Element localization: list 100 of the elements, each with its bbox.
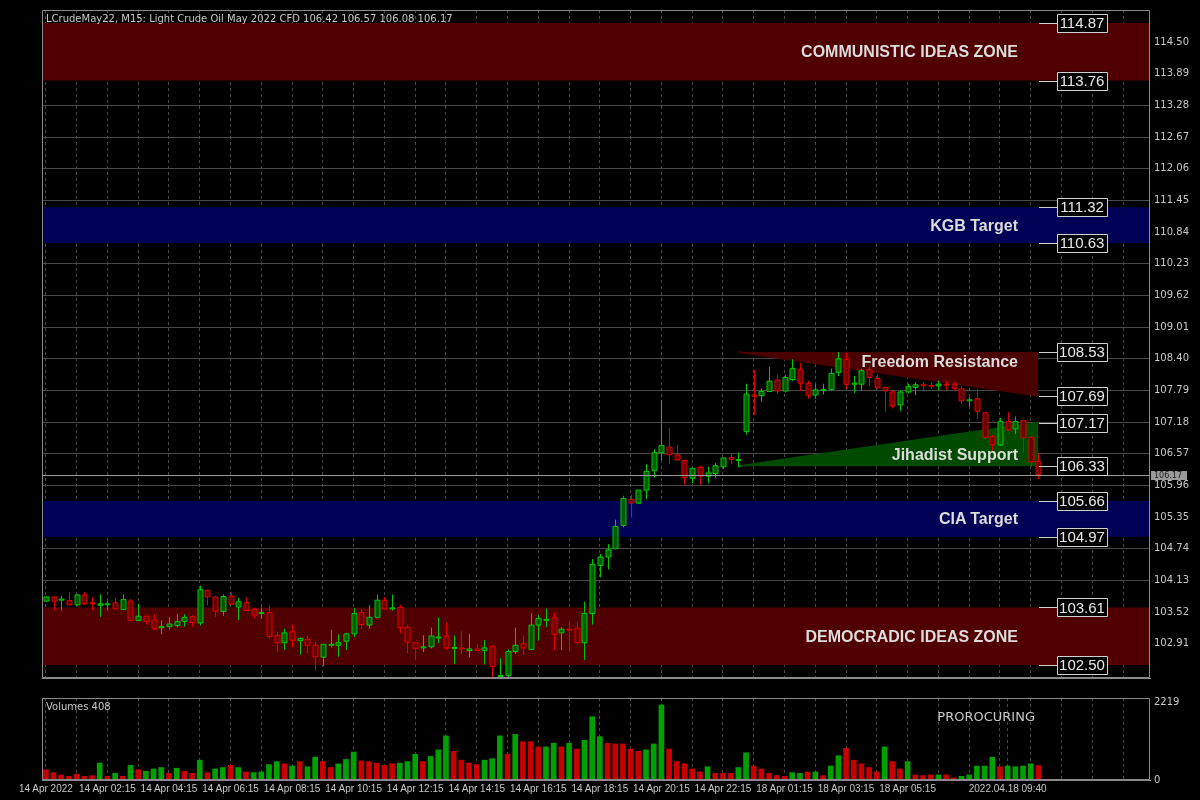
bar xyxy=(396,762,403,780)
series-label: Freedom Resistance xyxy=(861,353,1019,371)
bar xyxy=(358,760,365,780)
y-tick-label: 0 xyxy=(1154,773,1161,785)
bar xyxy=(466,762,472,780)
x-tick-label: 14 Apr 04:15 xyxy=(140,782,198,794)
y-tick-label: 106.57 xyxy=(1154,447,1189,459)
x-tick-label: 18 Apr 05:15 xyxy=(879,782,937,794)
bar xyxy=(366,761,372,780)
annotation: 111.32 xyxy=(1060,198,1104,216)
bar xyxy=(612,743,619,780)
bar xyxy=(496,735,503,780)
series-label: Jihadist Support xyxy=(891,445,1019,463)
bar xyxy=(473,764,480,780)
bar xyxy=(997,766,1003,780)
ref-line-label: 106.17 xyxy=(1154,471,1182,481)
bar xyxy=(766,773,772,780)
annotation: 107.69 xyxy=(1059,386,1105,404)
bar xyxy=(212,768,218,780)
bar xyxy=(512,734,519,780)
x-tick-label: 18 Apr 01:15 xyxy=(756,782,814,794)
bar xyxy=(789,772,796,780)
y-tick-label: 107.18 xyxy=(1154,415,1189,427)
bar xyxy=(166,773,172,780)
bar xyxy=(550,742,557,780)
x-tick-label: 14 Apr 10:15 xyxy=(325,782,383,794)
bar xyxy=(650,743,657,780)
bar xyxy=(43,769,49,780)
y-tick-label: 105.96 xyxy=(1154,479,1189,491)
x-tick-label: 14 Apr 06:15 xyxy=(202,782,260,794)
y-tick-label: 113.28 xyxy=(1154,99,1189,111)
bar xyxy=(666,748,672,780)
band-label: KGB Target xyxy=(930,216,1019,234)
y-tick-label: 102.91 xyxy=(1154,637,1189,649)
bar xyxy=(489,758,495,780)
bar xyxy=(235,767,242,780)
annotation: 110.63 xyxy=(1059,234,1105,252)
x-tick-label: 14 Apr 20:15 xyxy=(633,782,691,794)
annotation: 105.66 xyxy=(1059,492,1105,510)
bar xyxy=(1027,763,1034,780)
annotation: 108.53 xyxy=(1059,343,1105,361)
bar xyxy=(750,765,757,780)
bar xyxy=(320,761,326,780)
annotation: 107.17 xyxy=(1059,413,1105,431)
x-tick-label: 14 Apr 2022 xyxy=(18,782,74,794)
annotation: 104.97 xyxy=(1059,527,1105,545)
bar xyxy=(189,773,195,780)
bar xyxy=(335,763,342,780)
bar xyxy=(673,761,680,780)
bar xyxy=(689,768,696,780)
bar xyxy=(289,765,295,780)
y-tick-label: 107.79 xyxy=(1154,384,1189,396)
bar xyxy=(373,762,380,780)
chart-title: LCrudeMay22, M15: Light Crude Oil May 2022 CFD 106.42 106.57 106.08 106.17 xyxy=(46,12,453,24)
x-tick-label: 14 Apr 16:15 xyxy=(509,782,568,794)
bar xyxy=(266,764,272,780)
y-tick-label: 108.40 xyxy=(1154,352,1189,364)
bar xyxy=(850,759,857,780)
bar xyxy=(443,735,449,780)
bar xyxy=(112,773,118,780)
annotation: 114.87 xyxy=(1059,14,1105,32)
bar xyxy=(96,762,103,780)
y-tick-label: 111.45 xyxy=(1154,194,1189,206)
bar xyxy=(866,767,872,780)
bar xyxy=(573,748,580,780)
bar xyxy=(273,761,280,780)
bar xyxy=(389,763,395,780)
bar xyxy=(827,765,834,780)
y-tick-label: 104.74 xyxy=(1154,542,1189,554)
bar xyxy=(312,756,318,780)
bar xyxy=(589,716,595,780)
bar xyxy=(720,773,726,780)
y-tick-label: 105.35 xyxy=(1154,510,1189,522)
bar xyxy=(520,741,526,780)
y-tick-label: 113.89 xyxy=(1154,67,1189,79)
annotation: PROROCURING xyxy=(937,709,1035,725)
y-tick-label: 112.06 xyxy=(1154,162,1189,174)
band-label: COMMUNISTIC IDEAS ZONE xyxy=(801,43,1019,61)
bar xyxy=(843,748,849,780)
bar xyxy=(1020,765,1026,780)
bar xyxy=(543,746,549,780)
bar xyxy=(420,761,426,780)
bar xyxy=(797,773,803,780)
x-tick-label: 14 Apr 14:15 xyxy=(448,782,506,794)
annotation: 102.50 xyxy=(1059,656,1105,674)
band-label: CIA Target xyxy=(938,510,1019,528)
bar xyxy=(296,761,303,780)
bar xyxy=(219,767,226,780)
bar xyxy=(743,752,749,780)
x-tick-label: 14 Apr 08:15 xyxy=(263,782,321,794)
bar xyxy=(135,769,142,780)
x-tick-label: 14 Apr 18:15 xyxy=(571,782,629,794)
bar xyxy=(435,749,442,780)
y-tick-label: 104.13 xyxy=(1154,574,1189,586)
bar xyxy=(712,773,719,780)
x-tick-label: 14 Apr 02:15 xyxy=(79,782,137,794)
y-tick-label: 2219 xyxy=(1154,695,1180,707)
bar xyxy=(412,753,419,780)
y-tick-label: 114.50 xyxy=(1154,35,1189,47)
x-tick-label: 2022.04.18 09:40 xyxy=(968,782,1048,794)
